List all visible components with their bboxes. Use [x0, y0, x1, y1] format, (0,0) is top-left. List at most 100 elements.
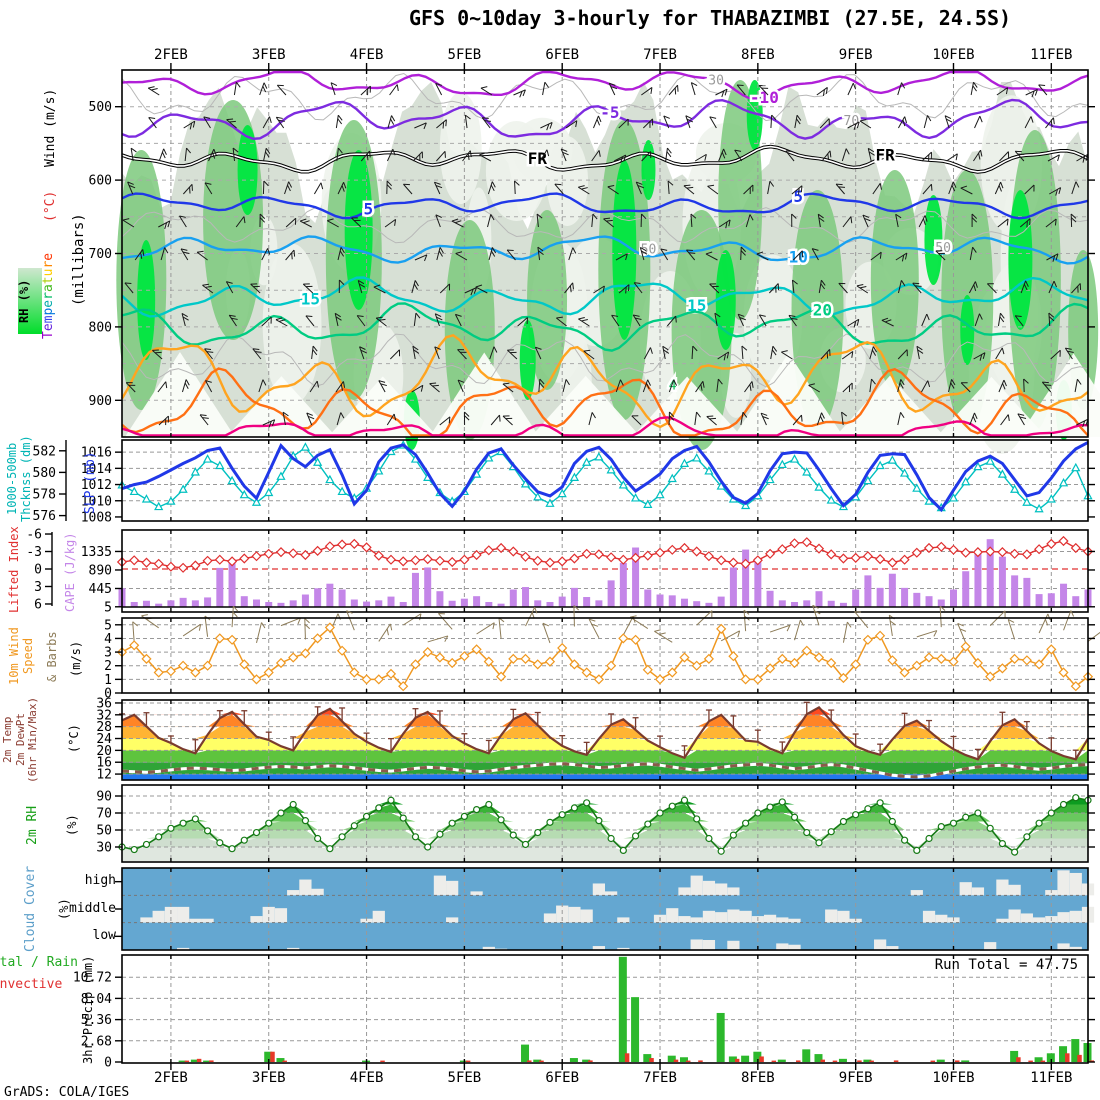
panel-rh2m: 30 50 70 90	[96, 784, 1095, 863]
svg-text:5.36: 5.36	[81, 1013, 112, 1028]
slp-label: SLP (mb)	[83, 451, 98, 515]
barbs-label: & Barbs	[45, 631, 59, 683]
svg-text:500: 500	[89, 100, 112, 115]
svg-text:5: 5	[104, 618, 112, 633]
svg-text:890: 890	[89, 563, 112, 578]
rh-legend-label: RH (%)	[17, 268, 42, 334]
cloud-label: Cloud Cover	[23, 865, 38, 952]
svg-text:2.68: 2.68	[81, 1034, 112, 1049]
svg-text:30: 30	[96, 841, 112, 856]
millibars-label: (millibars)	[71, 213, 87, 307]
svg-text:10FEB: 10FEB	[932, 47, 974, 63]
wind10m-label: 10m Wind Speed	[7, 627, 35, 685]
rh2m-pct-label: (%)	[65, 814, 79, 836]
svg-text:5FEB: 5FEB	[448, 47, 482, 63]
temp-units-label: (°C)	[43, 190, 58, 222]
svg-text:28: 28	[96, 720, 112, 735]
svg-text:-10: -10	[750, 88, 779, 107]
svg-text:800: 800	[89, 320, 112, 335]
t2m-label: 2m Temp 2m DewPt (6hr Min/Max)	[1, 696, 40, 784]
degc-label: (°C)	[67, 724, 81, 754]
svg-text:11FEB: 11FEB	[1030, 47, 1072, 63]
svg-text:24: 24	[96, 732, 112, 747]
svg-text:8FEB: 8FEB	[741, 1070, 775, 1086]
svg-text:30: 30	[708, 74, 724, 89]
precip-axis-label: 3hr Precip (mm)	[81, 955, 95, 1064]
svg-text:582: 582	[33, 444, 56, 459]
svg-text:9FEB: 9FEB	[839, 1070, 873, 1086]
thickness-label: 1000-500mb Thcknss (dm)	[5, 435, 33, 523]
svg-text:12: 12	[96, 768, 112, 783]
svg-text:1: 1	[104, 673, 112, 688]
cloud-row-middle: middle	[69, 901, 116, 916]
panel-precip: 0 2.68 5.36 8.04 10.72 2FEB 3FEB 4FEB 5FEB 6FEB 7F…	[73, 954, 1095, 1086]
svg-text:20: 20	[813, 300, 832, 319]
svg-text:0: 0	[104, 687, 112, 702]
svg-text:7FEB: 7FEB	[643, 1070, 677, 1086]
cloud-row-high: high	[84, 873, 116, 888]
svg-text:36: 36	[96, 696, 112, 711]
svg-text:578: 578	[33, 488, 56, 503]
svg-text:-5: -5	[600, 103, 619, 122]
svg-text:4FEB: 4FEB	[350, 47, 384, 63]
svg-text:1008: 1008	[81, 510, 112, 525]
svg-text:16: 16	[96, 756, 112, 771]
svg-text:4: 4	[104, 632, 112, 647]
panel-li-cape: 5 445 890 1335 -6 -3 0 3 6	[26, 528, 1095, 615]
svg-text:5: 5	[364, 199, 374, 218]
panel-cloud	[115, 867, 1095, 951]
svg-text:5: 5	[104, 600, 112, 615]
wind-units-label: Wind (m/s)	[43, 88, 58, 168]
svg-text:70: 70	[96, 807, 112, 822]
svg-text:-6: -6	[26, 528, 42, 543]
rh2m-label: 2m RH	[25, 805, 40, 845]
svg-text:6: 6	[34, 597, 42, 612]
svg-text:900: 900	[89, 394, 112, 409]
svg-text:445: 445	[89, 582, 112, 597]
svg-text:70: 70	[844, 114, 860, 129]
svg-text:580: 580	[33, 466, 56, 481]
svg-text:7FEB: 7FEB	[643, 47, 677, 63]
svg-text:576: 576	[33, 509, 56, 524]
svg-text:FR: FR	[876, 146, 896, 165]
svg-text:2FEB: 2FEB	[154, 1070, 188, 1086]
svg-text:2FEB: 2FEB	[154, 47, 188, 63]
svg-text:-3: -3	[26, 545, 42, 560]
svg-text:6FEB: 6FEB	[545, 47, 579, 63]
svg-text:90: 90	[96, 790, 112, 805]
svg-text:1012: 1012	[81, 478, 112, 493]
svg-text:600: 600	[89, 174, 112, 189]
svg-text:3FEB: 3FEB	[252, 47, 286, 63]
svg-text:9FEB: 9FEB	[839, 47, 873, 63]
svg-text:10FEB: 10FEB	[932, 1070, 974, 1086]
svg-text:8FEB: 8FEB	[741, 47, 775, 63]
credit: GrADS: COLA/IGES	[4, 1085, 130, 1100]
svg-text:8.04: 8.04	[81, 992, 112, 1007]
cape-label: CAPE (J/kg)	[63, 532, 77, 612]
svg-text:32: 32	[96, 708, 112, 723]
svg-text:15: 15	[301, 289, 320, 308]
svg-text:4FEB: 4FEB	[350, 1070, 384, 1086]
svg-text:0: 0	[34, 563, 42, 578]
svg-text:5FEB: 5FEB	[448, 1070, 482, 1086]
cloud-row-low: low	[92, 928, 116, 943]
temperature-label: Temperature	[41, 252, 56, 340]
run-total: Run Total = 47.75	[934, 957, 1078, 973]
svg-text:10.72: 10.72	[73, 971, 112, 986]
svg-text:3: 3	[104, 646, 112, 661]
svg-text:1335: 1335	[81, 545, 112, 560]
svg-text:700: 700	[89, 247, 112, 262]
svg-text:10: 10	[789, 248, 808, 267]
ms-label: (m/s)	[69, 640, 83, 678]
svg-text:2: 2	[104, 659, 112, 674]
svg-text:3: 3	[34, 580, 42, 595]
precip-conv-legend: Convective	[0, 977, 63, 992]
svg-text:50: 50	[641, 243, 657, 258]
svg-text:50: 50	[96, 824, 112, 839]
